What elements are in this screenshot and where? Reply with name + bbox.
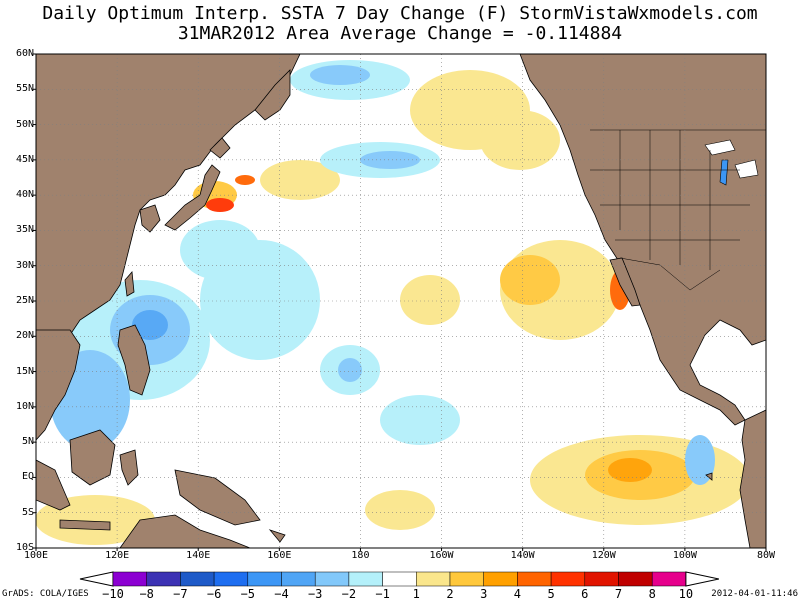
colorbar-tick-label: −1 (375, 587, 390, 601)
map-subtitle: 31MAR2012 Area Average Change = -0.11488… (177, 23, 623, 44)
new-guinea-landmass (174, 469, 261, 526)
lon-label: 180 (351, 550, 370, 561)
colorbar-swatch (651, 571, 687, 587)
colorbar-tick-label: −7 (173, 587, 188, 601)
colorbar-swatch (348, 571, 383, 587)
colorbar-tick-label: 4 (513, 587, 522, 601)
korea-landmass (139, 204, 161, 233)
lon-label: 140W (510, 550, 535, 561)
land-masses (36, 54, 766, 548)
colorbar-tick-label: 8 (648, 587, 656, 601)
colorbar-tick-label: 5 (547, 587, 555, 601)
colorbar-swatch (550, 571, 586, 587)
japan-landmass (164, 164, 221, 231)
lat-label: 15N (15, 365, 34, 377)
lon-label: 100E (23, 550, 49, 561)
colorbar-swatch (281, 571, 316, 587)
kamchatka-landmass (254, 69, 291, 121)
lat-label: 25N (15, 295, 34, 306)
lat-label: 55N (15, 83, 34, 95)
colorbar-tick-label: 10 (678, 587, 694, 601)
lat-label: 50N (15, 118, 34, 130)
colorbar-swatch (584, 571, 619, 587)
colorbar-tick-label: 7 (614, 587, 623, 601)
anomaly-field (36, 60, 750, 545)
great-lakes (704, 139, 759, 186)
colorbar-left-arrow (79, 571, 114, 587)
lon-label: 160E (267, 550, 292, 561)
colorbar (79, 571, 720, 587)
australia-landmass (119, 514, 251, 548)
colorbar-tick-label: 6 (581, 587, 589, 601)
colorbar-tick-label: −8 (139, 587, 154, 601)
taiwan-landmass (124, 271, 135, 297)
colorbar-tick-label: −2 (341, 587, 357, 601)
colorbar-tick-label: −6 (206, 587, 222, 601)
lon-label: 140E (186, 550, 211, 561)
lat-label: 5S (21, 506, 34, 518)
lat-label: 45N (15, 153, 34, 165)
grads-credit: GrADS: COLA/IGES (2, 589, 89, 599)
lat-label: 5N (21, 436, 34, 448)
lon-label: 100W (672, 550, 697, 561)
lat-label: EQ (21, 471, 34, 483)
indochina-landmass (36, 329, 81, 441)
lat-label: 10S (15, 542, 34, 553)
colorbar-swatch (314, 571, 350, 587)
colorbar-swatch (180, 571, 215, 587)
colorbar-tick-label: 2 (446, 587, 454, 601)
colorbar-tick-label: −5 (240, 587, 256, 601)
borneo-landmass (69, 429, 116, 486)
lat-label: 30N (15, 259, 34, 271)
colorbar-swatch (146, 571, 181, 587)
lon-label: 160W (429, 550, 454, 561)
colorbar-tick-label: −4 (274, 587, 289, 601)
colorbar-swatch (449, 571, 484, 587)
baja-landmass (609, 257, 641, 307)
lat-label: 10N (15, 400, 34, 412)
lat-label: 60N (15, 48, 34, 59)
colorbar-swatch (382, 571, 417, 587)
colorbar-swatch (112, 571, 147, 587)
lat-label: 40N (15, 189, 34, 201)
colorbar-tick-label: 1 (412, 587, 420, 601)
colorbar-right-arrow (685, 571, 720, 587)
colorbar-tick-label: −3 (307, 587, 323, 601)
colorbar-swatch (213, 571, 249, 587)
colorbar-swatch (247, 571, 282, 587)
north-america-landmass (519, 54, 766, 426)
colorbar-tick-label: −10 (102, 587, 124, 601)
south-america-landmass (739, 409, 766, 548)
colorbar-swatch (416, 571, 451, 587)
colorbar-swatch (483, 571, 518, 587)
map-title: Daily Optimum Interp. SSTA 7 Day Change … (42, 3, 758, 24)
map-gridlines (36, 54, 766, 548)
lon-label: 120W (591, 550, 616, 561)
lat-label: 35N (15, 224, 34, 236)
political-borders (590, 129, 766, 291)
lon-label: 120E (105, 550, 130, 561)
lon-label: 80W (756, 550, 776, 561)
philippines-landmass (117, 324, 151, 396)
colorbar-swatch (517, 571, 552, 587)
lat-label: 20N (15, 330, 34, 342)
colorbar-tick-label: 3 (480, 587, 488, 601)
colorbar-swatch (618, 571, 653, 587)
timestamp: 2012-04-01-11:46 (711, 589, 798, 599)
